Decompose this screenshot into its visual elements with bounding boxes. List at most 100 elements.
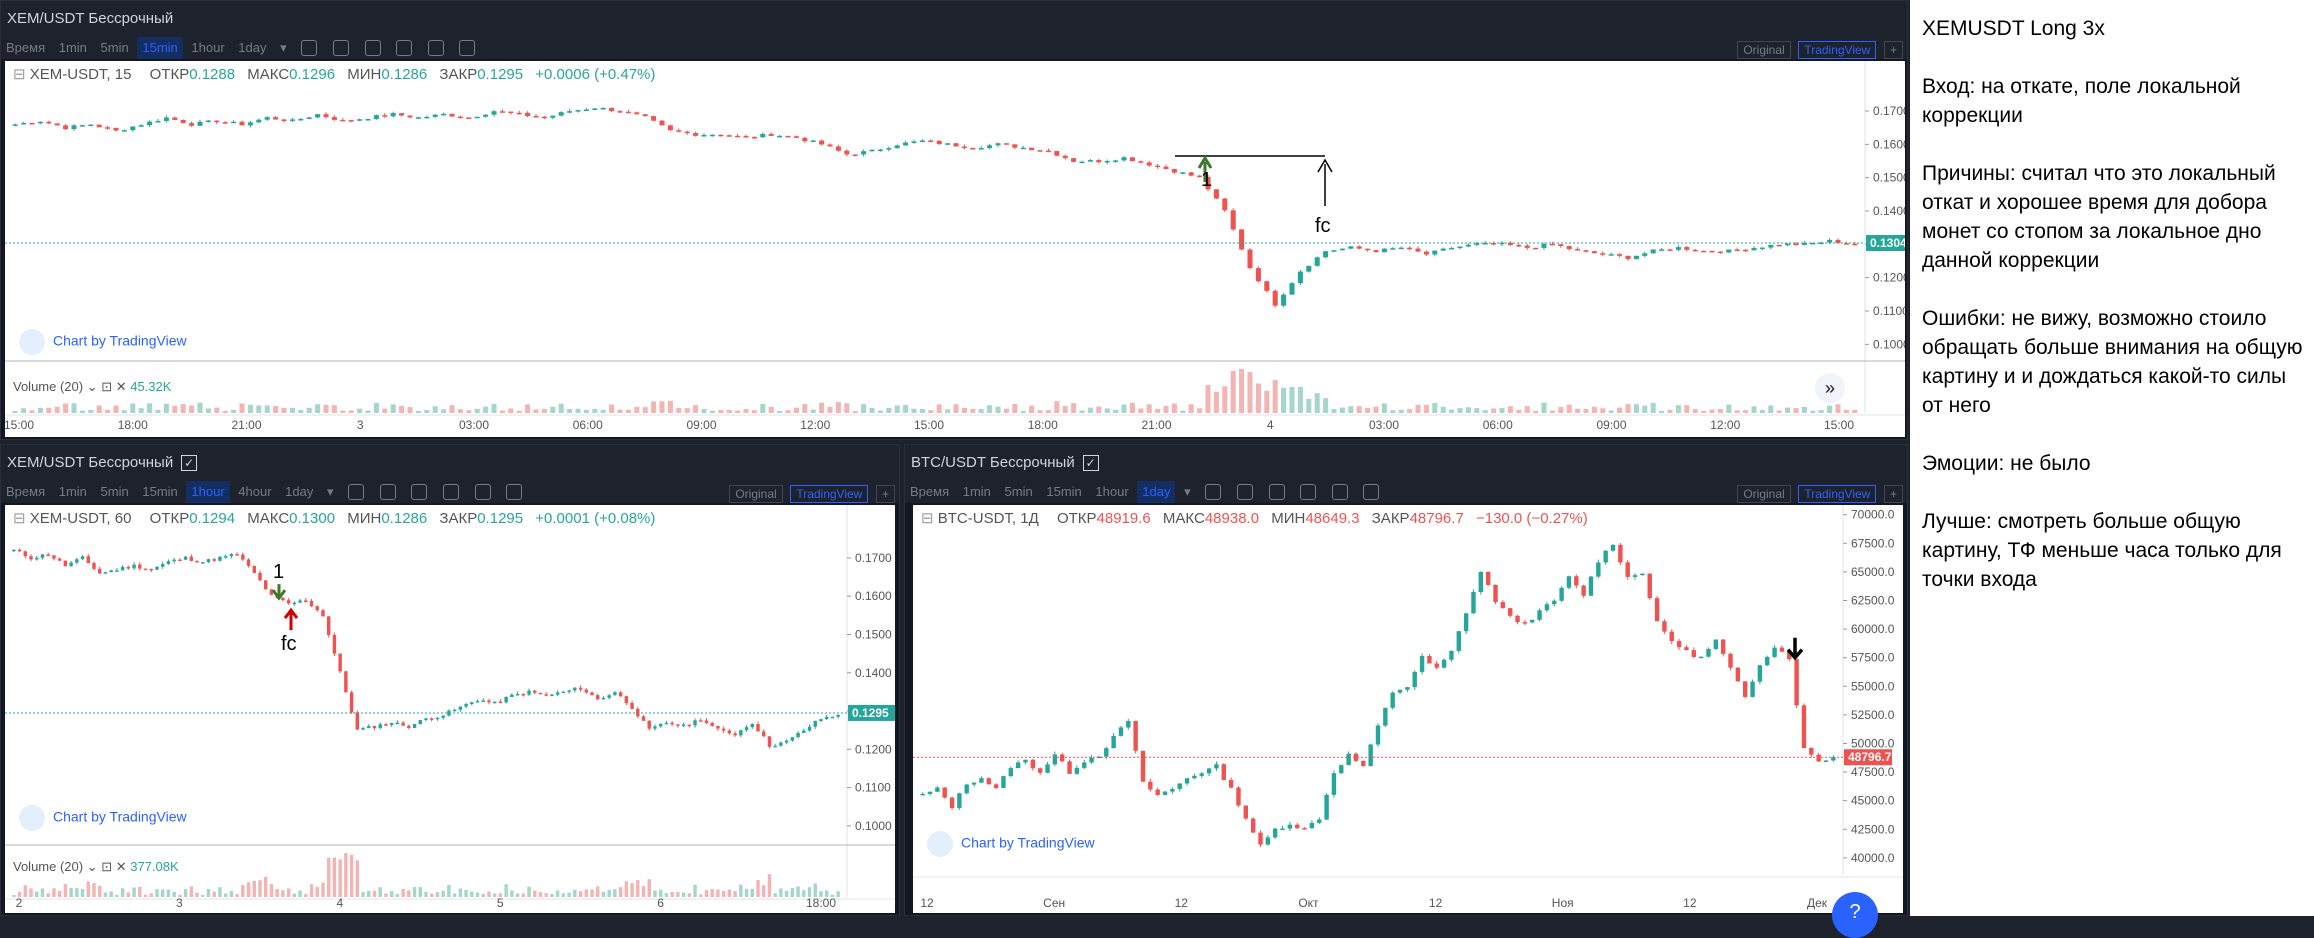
chart-area[interactable]: 0.17000.16000.15000.14000.13000.12000.11…: [5, 61, 1905, 437]
add-chart-button[interactable]: +: [875, 485, 895, 503]
clock-icon[interactable]: [396, 40, 413, 56]
candle-body: [412, 723, 417, 728]
candle-body: [1675, 247, 1681, 250]
candle-body: [166, 561, 171, 564]
volume-bar: [424, 410, 430, 413]
tf-1hour[interactable]: 1hour: [191, 40, 225, 55]
chart-type-icon[interactable]: [379, 484, 396, 500]
add-indicator-icon[interactable]: [1205, 484, 1222, 500]
candle-body: [348, 120, 354, 122]
candle-body: [298, 600, 302, 603]
screenshot-icon[interactable]: [427, 40, 444, 56]
candle-body: [1281, 294, 1287, 306]
tradingview-attribution[interactable]: Chart by TradingView: [19, 805, 187, 831]
collapse-icon[interactable]: ⊟: [13, 510, 26, 527]
checkbox-icon[interactable]: ✓: [1082, 455, 1099, 472]
original-button[interactable]: Original: [1737, 41, 1791, 59]
settings-icon[interactable]: [1268, 484, 1285, 500]
candle-body: [1720, 639, 1726, 654]
undo-icon[interactable]: [506, 484, 523, 500]
collapse-icon[interactable]: ⊟: [13, 66, 26, 83]
collapse-icon[interactable]: ⊟: [921, 510, 934, 527]
tf-1hour[interactable]: 1hour: [1095, 484, 1129, 499]
clock-icon[interactable]: [1300, 484, 1317, 500]
screenshot-icon[interactable]: [1331, 484, 1348, 500]
chart-area[interactable]: 0.17000.16000.15000.14000.13000.12000.11…: [5, 505, 895, 913]
candle-body: [1662, 621, 1667, 632]
candle-body: [1603, 550, 1608, 563]
tf-1day[interactable]: 1day: [238, 40, 267, 55]
volume-bar: [491, 403, 497, 413]
candle-body: [1287, 824, 1293, 829]
undo-icon[interactable]: [1363, 484, 1380, 500]
volume-bar: [441, 409, 447, 413]
chart-type-icon[interactable]: [1236, 484, 1253, 500]
candle-body: [516, 112, 522, 115]
scroll-right-button[interactable]: »: [1815, 373, 1845, 403]
volume-bar: [183, 888, 188, 897]
help-button[interactable]: ?: [1832, 892, 1878, 938]
tf-1day[interactable]: 1day: [1137, 481, 1176, 503]
candle-body: [1566, 246, 1572, 250]
clock-icon[interactable]: [443, 484, 460, 500]
legend-change: −130.0 (−0.27%): [1475, 510, 1588, 527]
add-indicator-icon[interactable]: [348, 484, 365, 500]
price-chart[interactable]: 0.17000.16000.15000.14000.13000.12000.11…: [5, 505, 895, 913]
candle-body: [323, 114, 329, 118]
candle-body: [844, 150, 850, 155]
price-chart[interactable]: 0.17000.16000.15000.14000.13000.12000.11…: [5, 61, 1905, 437]
tf-5min[interactable]: 5min: [1004, 484, 1033, 499]
tf-15min[interactable]: 15min: [142, 484, 178, 499]
tradingview-button[interactable]: TradingView: [1798, 41, 1877, 59]
tf-1min[interactable]: 1min: [58, 40, 87, 55]
tf-5min[interactable]: 5min: [100, 40, 129, 55]
tf-1min[interactable]: 1min: [962, 484, 991, 499]
price-chart[interactable]: 70000.0 67500.0 65000.0 62500.0 60000.0 57500…: [913, 505, 1903, 913]
chevron-down-icon[interactable]: ▾: [1184, 484, 1191, 499]
volume-bar: [252, 880, 256, 897]
settings-icon[interactable]: [364, 40, 381, 56]
candle-body: [1012, 144, 1018, 148]
candle-body: [1617, 254, 1623, 256]
volume-bar: [699, 894, 703, 897]
tf-4hour[interactable]: 4hour: [238, 484, 272, 499]
volume-bar: [784, 890, 789, 897]
settings-icon[interactable]: [411, 484, 428, 500]
tf-5min[interactable]: 5min: [100, 484, 129, 499]
undo-icon[interactable]: [459, 40, 476, 56]
add-chart-button[interactable]: +: [1883, 485, 1903, 503]
checkbox-icon[interactable]: ✓: [181, 455, 198, 472]
chart-type-icon[interactable]: [332, 40, 349, 56]
chevron-down-icon[interactable]: ▾: [326, 484, 334, 499]
candle-body: [995, 143, 1001, 146]
volume-bar: [12, 411, 18, 413]
volume-bar: [1499, 407, 1505, 413]
chevron-down-icon[interactable]: ▾: [280, 40, 287, 55]
last-price-tag: [1844, 749, 1892, 766]
tf-1min[interactable]: 1min: [58, 484, 87, 499]
original-button[interactable]: Original: [729, 485, 783, 503]
volume-bar: [441, 890, 445, 897]
chart-area[interactable]: 70000.0 67500.0 65000.0 62500.0 60000.0 57500…: [913, 505, 1903, 913]
candle-body: [1104, 748, 1109, 757]
tf-15min[interactable]: 15min: [1046, 484, 1082, 499]
tf-15min[interactable]: 15min: [137, 37, 183, 59]
volume-bar: [1054, 401, 1060, 413]
tradingview-button[interactable]: TradingView: [790, 485, 869, 503]
add-indicator-icon[interactable]: [301, 40, 318, 56]
original-button[interactable]: Original: [1737, 485, 1791, 503]
candle-body: [1793, 243, 1799, 246]
tf-1hour[interactable]: 1hour: [186, 481, 230, 503]
candle-body: [693, 133, 699, 136]
tradingview-attribution[interactable]: Chart by TradingView: [927, 831, 1095, 857]
volume-bar: [338, 859, 342, 897]
screenshot-icon[interactable]: [474, 484, 491, 500]
tradingview-button[interactable]: TradingView: [1798, 485, 1877, 503]
tf-1day[interactable]: 1day: [285, 484, 314, 499]
tradingview-attribution[interactable]: Chart by TradingView: [19, 329, 187, 355]
add-chart-button[interactable]: +: [1883, 41, 1903, 59]
volume-bar: [762, 885, 766, 897]
volume-bar: [630, 883, 634, 897]
candle-body: [441, 113, 447, 116]
candle-body: [978, 148, 984, 150]
